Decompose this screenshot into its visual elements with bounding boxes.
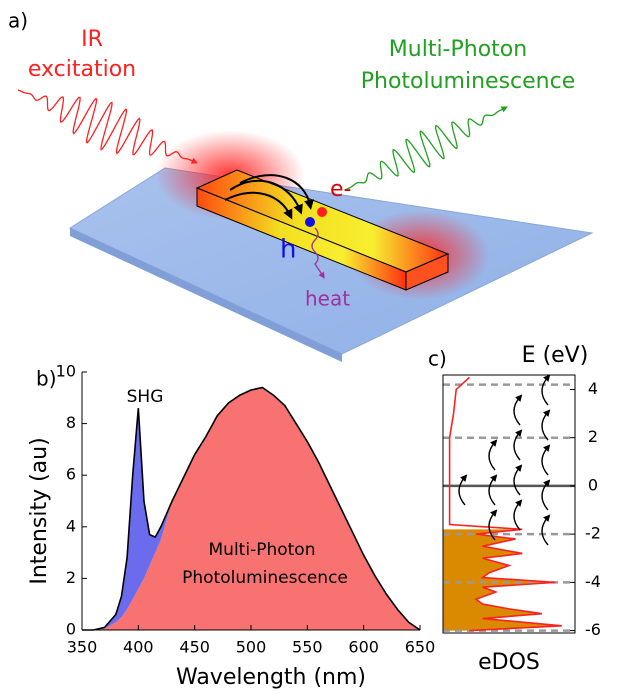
annotation: Multi-Photon: [209, 540, 316, 560]
annotation: excitation: [28, 57, 136, 82]
y-tick-label: 0: [588, 475, 598, 494]
x-tick-label: 400: [123, 638, 154, 657]
x-tick-label: 600: [348, 638, 379, 657]
transition-arrow: [489, 477, 495, 505]
y-axis-label: Intensity (au): [27, 437, 52, 584]
transition-arrow: [514, 467, 520, 495]
annotation: heat: [305, 287, 350, 311]
panel-c: -6 -4 -2 0 2 4 E (eV) eDOS c): [428, 343, 601, 675]
y-tick-label: 0: [66, 620, 76, 639]
panel-label: a): [8, 9, 28, 33]
annotation: h: [280, 235, 296, 265]
panel-label: b): [36, 367, 57, 391]
transition-arrow: [459, 477, 465, 505]
pl-wave: [345, 108, 505, 190]
panel-a: a) IR excitation Multi-Photon Photolumin…: [8, 9, 592, 363]
y-tick-label: 8: [66, 413, 76, 432]
transition-arrow: [542, 412, 548, 440]
electron: [317, 207, 327, 217]
annotation: Multi-Photon: [389, 37, 527, 62]
y-tick-label: -4: [585, 572, 601, 591]
x-axis-label: Wavelength (nm): [176, 665, 366, 690]
y-tick-label: 4: [588, 379, 598, 398]
x-tick-label: 450: [179, 638, 210, 657]
y-tick-label: 4: [66, 516, 76, 535]
transition-arrow: [514, 397, 520, 425]
annotation: SHG: [127, 387, 164, 407]
x-tick-label: 550: [292, 638, 323, 657]
x-tick-label: 350: [67, 638, 98, 657]
transition-arrow: [542, 377, 548, 405]
transition-arrow: [514, 432, 520, 460]
occupied-fill: [443, 529, 562, 630]
panel-label: c): [428, 347, 447, 371]
annotation: Photoluminescence: [361, 69, 576, 94]
annotation: IR: [81, 27, 103, 52]
panel-b: 350 400 450 500 550 600 650 0 2 4 6 8 10 Wavelength (…: [27, 362, 435, 691]
x-axis-label: eDOS: [478, 650, 540, 675]
x-tick-label: 650: [405, 638, 436, 657]
axis-title: E (eV): [522, 343, 589, 368]
y-tick-label: 2: [588, 427, 598, 446]
x-tick-label: 500: [236, 638, 267, 657]
annotation: e-: [330, 177, 351, 202]
transition-arrow: [542, 447, 548, 475]
y-tick-label: -2: [585, 524, 601, 543]
transition-arrow: [514, 502, 520, 530]
y-tick-label: 10: [56, 362, 76, 381]
hole: [305, 217, 315, 227]
y-tick-label: 6: [66, 465, 76, 484]
y-tick-label: 2: [66, 568, 76, 587]
annotation: Photoluminescence: [182, 568, 348, 588]
figure: a) IR excitation Multi-Photon Photolumin…: [0, 0, 621, 693]
y-tick-label: -6: [585, 620, 601, 639]
transition-arrow: [542, 517, 548, 545]
transition-arrow: [489, 442, 495, 470]
